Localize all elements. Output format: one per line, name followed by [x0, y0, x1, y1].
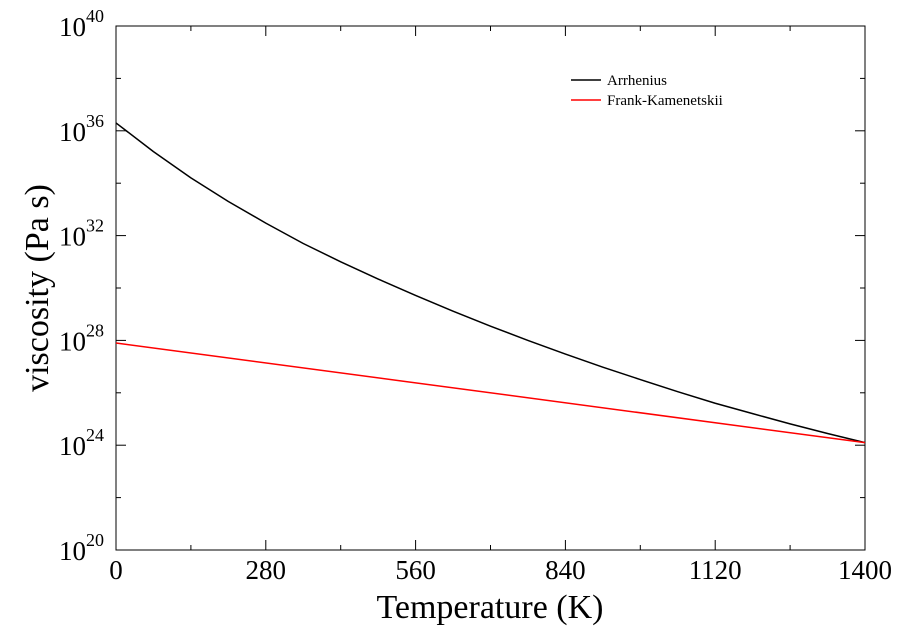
y-tick-base: 10	[59, 12, 86, 42]
y-tick-exponent: 36	[86, 111, 104, 131]
y-tick-base: 10	[59, 117, 86, 147]
y-tick-label: 1028	[59, 320, 104, 356]
y-tick-exponent: 32	[86, 216, 104, 236]
y-axis-label: viscosity (Pa s)	[19, 184, 56, 392]
y-tick-label: 1020	[59, 530, 104, 566]
y-tick-base: 10	[59, 326, 86, 356]
y-tick-label: 1036	[59, 111, 104, 147]
legend-label-arrhenius: Arrhenius	[607, 73, 667, 89]
series-lines	[115, 122, 866, 444]
y-tick-exponent: 20	[86, 530, 104, 550]
legend: Arrhenius Frank-Kamenetskii	[571, 73, 723, 109]
y-tick-exponent: 28	[86, 320, 104, 340]
plot-frame	[115, 25, 866, 551]
y-tick-exponent: 24	[86, 425, 104, 445]
x-tick-label: 0	[109, 555, 123, 585]
x-tick-label: 280	[246, 555, 287, 585]
x-axis-label: Temperature (K)	[377, 589, 604, 626]
x-tick-label: 840	[545, 555, 586, 585]
legend-label-frank-kamenetskii: Frank-Kamenetskii	[607, 93, 723, 109]
y-tick-label: 1032	[59, 216, 104, 252]
y-tick-base: 10	[59, 222, 86, 252]
y-tick-label: 1040	[59, 6, 104, 42]
x-tick-label: 560	[395, 555, 436, 585]
y-tick-base: 10	[59, 536, 86, 566]
x-tick-label: 1120	[689, 555, 742, 585]
series-line-frank-kamenetskii	[115, 342, 866, 444]
x-tick-labels: 0 280 560 840 1120 1400	[109, 555, 892, 585]
ticks	[115, 25, 866, 551]
y-tick-base: 10	[59, 431, 86, 461]
x-tick-label: 1400	[838, 555, 892, 585]
series-line-arrhenius	[115, 122, 866, 444]
y-tick-label: 1024	[59, 425, 104, 461]
y-tick-exponent: 40	[86, 6, 104, 26]
